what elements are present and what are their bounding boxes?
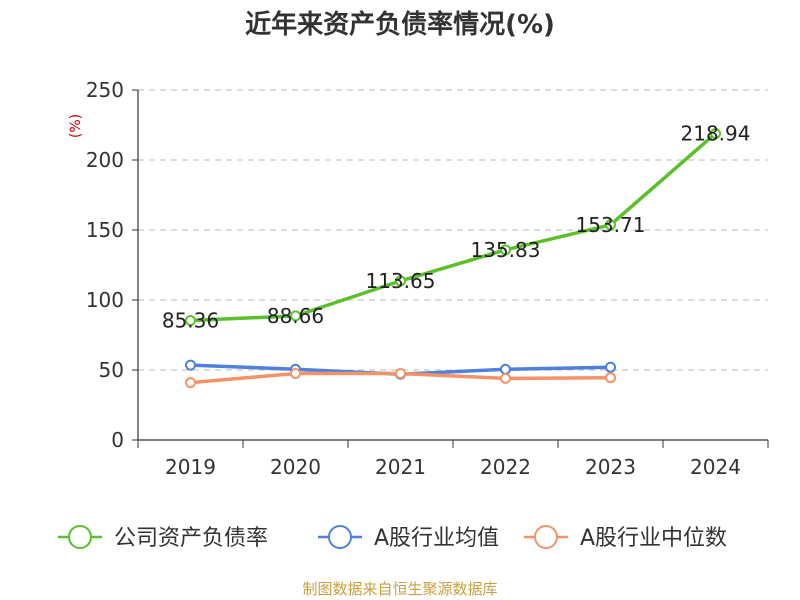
data-label: 135.83 [471,238,541,262]
axes: 0 50 100 150 200 250(%) 2019 2020 2021 2022 2023 20… [68,78,769,479]
series-point [500,363,511,375]
legend: 公司资产负债率 A股行业均值 A股行业中位数 [58,525,727,551]
legend-marker [68,525,92,549]
legend-marker [534,525,558,549]
y-tick-label: 150 [86,218,124,242]
series-point [185,359,196,371]
data-label: 218.94 [681,121,751,145]
x-tick-label: 2023 [585,455,636,479]
y-tick-label: 50 [99,358,124,382]
series-point [290,310,301,322]
legend-marker [328,525,352,549]
x-tick-label: 2020 [270,455,321,479]
x-tick-label: 2022 [480,455,531,479]
legend-label: A股行业中位数 [580,526,727,551]
data-label: 88.66 [267,304,324,328]
data-label: 85.36 [162,308,219,332]
series-point [395,275,406,287]
x-tick-label: 2021 [375,455,426,479]
y-axis-label: (%) [68,114,84,138]
legend-label: 公司资产负债率 [114,526,268,551]
series-point [290,368,301,379]
grid-lines [138,89,768,371]
y-tick-label: 200 [86,148,124,172]
chart-title: 近年来资产负债率情况(%) [245,10,555,40]
series-point [395,368,406,379]
legend-label: A股行业均值 [374,526,499,551]
data-label: 153.71 [576,213,646,237]
series-line [188,131,718,323]
y-tick-label: 0 [111,428,124,452]
series-point [500,372,511,384]
series-point [185,377,196,389]
series-point [500,244,511,256]
x-tick-label: 2019 [165,455,216,479]
series-point [605,372,616,384]
series-lines [185,127,721,389]
series-point [605,361,616,373]
data-labels: 85.36 88.66 113.65 135.83 153.71 218.94 [162,121,751,332]
x-tick-label: 2024 [690,455,741,479]
y-tick-label: 100 [86,288,124,312]
series-point [710,127,721,139]
series-point [605,219,616,231]
series-point [185,314,196,326]
data-label: 113.65 [366,269,436,293]
data-source-note: 制图数据来自恒生聚源数据库 [302,580,498,598]
y-tick-label: 250 [86,78,124,102]
